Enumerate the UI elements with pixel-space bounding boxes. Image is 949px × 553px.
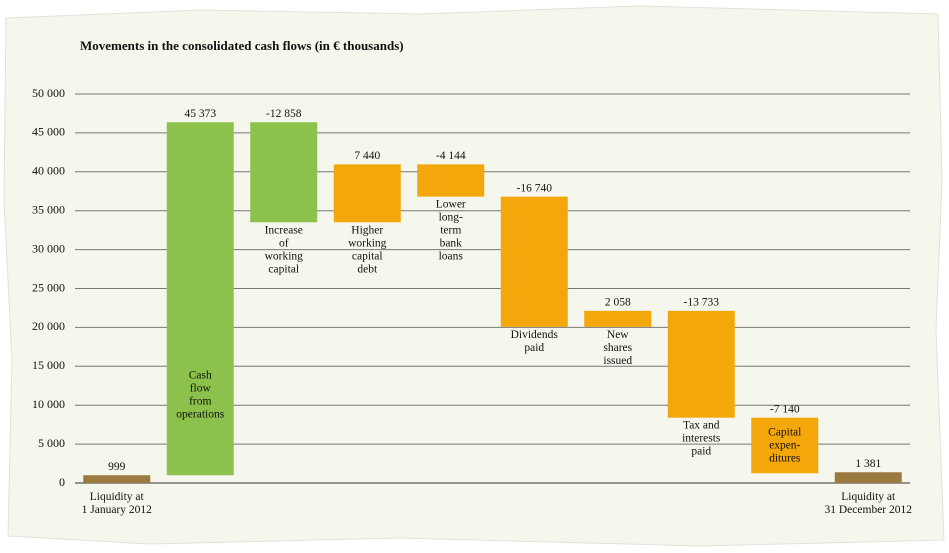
bar xyxy=(83,475,151,483)
category-label: Higher working capital debt xyxy=(348,224,387,275)
bar xyxy=(834,472,902,483)
bar xyxy=(500,196,568,327)
bar xyxy=(250,122,318,223)
value-label: 1 381 xyxy=(855,458,881,470)
y-tick-label: 10 000 xyxy=(32,397,65,411)
value-label: 2 058 xyxy=(605,296,631,308)
y-tick-label: 30 000 xyxy=(32,241,65,255)
category-label: Dividends paid xyxy=(511,328,559,353)
bar xyxy=(584,310,652,327)
category-label: New shares issued xyxy=(603,328,632,366)
value-label: 999 xyxy=(108,461,126,473)
bar xyxy=(166,122,234,476)
y-tick-label: 25 000 xyxy=(32,280,65,294)
category-label: Increase of working capital xyxy=(265,224,304,275)
value-label: 7 440 xyxy=(354,150,380,162)
y-tick-label: 20 000 xyxy=(32,319,65,333)
category-label: Liquidity at 1 January 2012 xyxy=(82,491,153,516)
bar xyxy=(417,164,485,197)
value-label: -12 858 xyxy=(266,108,302,120)
y-tick-label: 45 000 xyxy=(32,125,65,139)
value-label: -13 733 xyxy=(684,296,720,308)
bar xyxy=(667,310,735,418)
category-label: Capital expen-ditures xyxy=(768,426,801,464)
value-label: -7 140 xyxy=(770,403,800,415)
bar xyxy=(751,417,819,474)
y-tick-label: 40 000 xyxy=(32,164,65,178)
y-tick-label: 0 xyxy=(59,475,65,489)
value-label: 45 373 xyxy=(184,108,216,120)
y-tick-label: 15 000 xyxy=(32,358,65,372)
y-tick-label: 50 000 xyxy=(32,86,65,100)
category-label: Cash flow from operations xyxy=(176,369,224,420)
y-tick-label: 35 000 xyxy=(32,202,65,216)
chart-title: Movements in the consolidated cash flows… xyxy=(80,38,404,53)
value-label: -16 740 xyxy=(517,182,553,194)
category-label: Tax and interests paid xyxy=(682,419,721,457)
value-label: -4 144 xyxy=(436,150,466,162)
y-tick-label: 5 000 xyxy=(38,436,65,450)
category-label: Liquidity at 31 December 2012 xyxy=(825,491,913,516)
category-label: Lower long-term bank loans xyxy=(436,198,466,262)
bar xyxy=(333,164,401,223)
